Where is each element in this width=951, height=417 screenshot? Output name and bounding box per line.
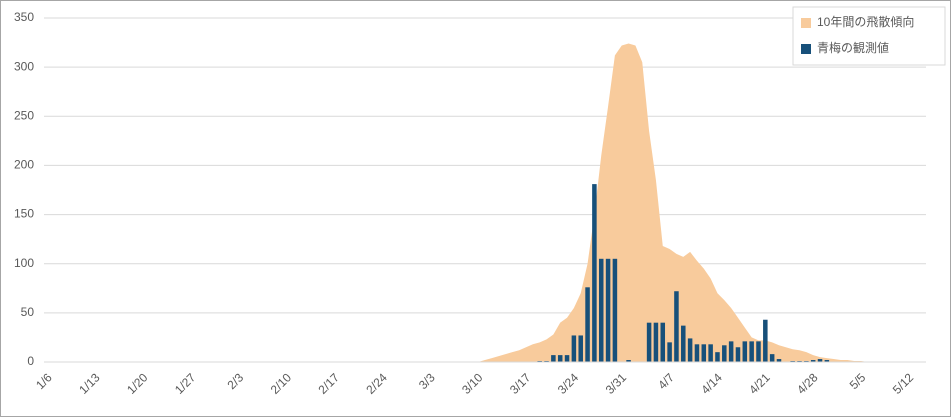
bar — [674, 291, 679, 362]
bar — [763, 319, 768, 362]
y-tick-label: 150 — [14, 207, 34, 221]
legend-label: 青梅の観測値 — [817, 40, 889, 55]
y-tick-label: 50 — [21, 305, 35, 319]
bar — [728, 341, 734, 362]
bar — [708, 344, 713, 362]
bar — [578, 335, 583, 362]
bar — [667, 342, 672, 362]
bar — [824, 360, 830, 362]
bar — [701, 344, 707, 362]
bar — [557, 355, 563, 362]
bar — [592, 184, 597, 362]
bar — [551, 355, 556, 362]
bar — [585, 287, 590, 362]
bar — [776, 359, 782, 362]
y-tick-label: 350 — [14, 10, 34, 24]
y-tick-label: 300 — [14, 59, 34, 73]
bar — [564, 355, 570, 362]
bar — [769, 354, 775, 362]
y-tick-label: 200 — [14, 158, 34, 172]
bar — [749, 341, 754, 362]
bar — [660, 322, 666, 362]
bar — [735, 347, 741, 362]
legend-box — [792, 6, 946, 66]
bar — [722, 345, 727, 362]
area — [47, 43, 923, 362]
bar — [612, 258, 618, 362]
bar — [715, 352, 720, 362]
legend-label: 10年間の飛散傾向 — [817, 14, 914, 29]
bar — [687, 338, 693, 362]
bar — [646, 322, 652, 362]
y-tick-label: 250 — [14, 108, 34, 122]
bar — [653, 322, 659, 362]
bar — [681, 325, 686, 362]
legend-swatch — [801, 18, 811, 28]
bar — [742, 341, 748, 362]
bar — [605, 258, 611, 362]
bar — [817, 359, 823, 362]
bar — [810, 360, 816, 362]
bar — [571, 335, 577, 362]
bar — [626, 360, 631, 362]
y-tick-label: 100 — [14, 256, 34, 270]
legend-swatch — [801, 44, 811, 54]
bar — [756, 341, 761, 362]
bar — [694, 344, 700, 362]
y-tick-label: 0 — [27, 354, 34, 368]
bar — [598, 258, 604, 362]
